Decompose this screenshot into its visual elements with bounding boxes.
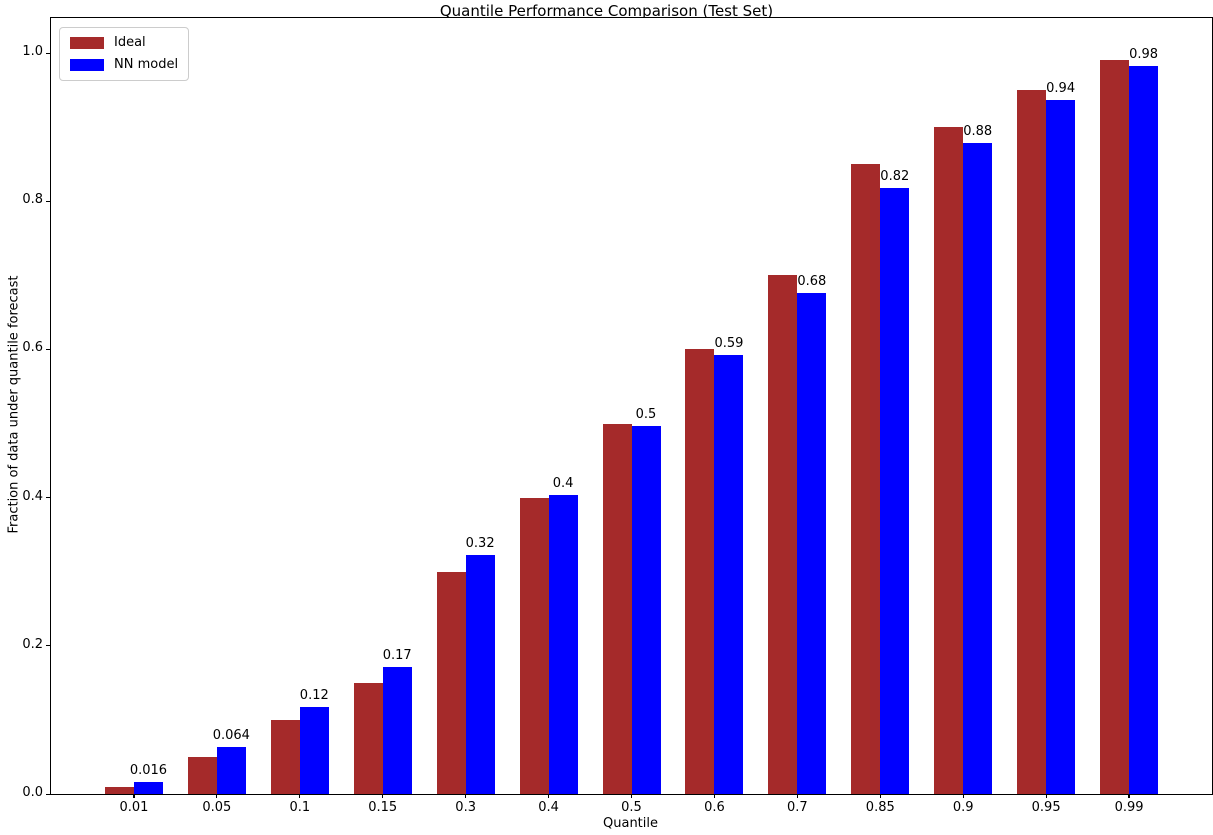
bar-nn-model (299, 706, 329, 794)
x-tick-label: 0.95 (1031, 800, 1061, 815)
bar-ideal (1100, 60, 1130, 794)
legend: Ideal NN model (59, 27, 190, 81)
bar-value-label: 0.68 (797, 274, 827, 290)
bar-value-label: 0.88 (963, 123, 993, 139)
legend-label: Ideal (114, 35, 146, 50)
y-tick-label: 0.8 (22, 192, 43, 208)
x-tick-mark (299, 794, 301, 798)
bar-nn-model (1046, 100, 1076, 794)
y-tick-label: 0.6 (22, 340, 43, 356)
bar-ideal (685, 349, 715, 794)
x-axis-title: Quantile (603, 816, 658, 831)
y-tick-label: 0.0 (22, 785, 43, 800)
bar-nn-model (631, 425, 661, 794)
x-tick-label: 0.7 (787, 800, 808, 815)
x-tick-mark (796, 794, 798, 798)
bar-nn-model (216, 746, 246, 794)
bar-value-label: 0.064 (212, 727, 250, 743)
legend-entry: Ideal (70, 35, 178, 50)
bar-value-label: 0.82 (880, 168, 910, 184)
x-tick-mark (1128, 794, 1130, 798)
plot-area: Ideal NN model 0.0 0.2 0.4 0.6 0.8 1.0 0.01 0.01… (22, 17, 1213, 815)
x-tick-label: 0.99 (1114, 800, 1144, 815)
x-tick-label: 0.15 (368, 800, 398, 815)
legend-entry: NN model (70, 57, 178, 72)
y-tick-mark (46, 348, 50, 351)
x-tick-mark (133, 794, 135, 798)
y-tick-mark (46, 793, 50, 795)
bar-nn-model (1129, 65, 1159, 794)
x-tick-mark (713, 794, 716, 798)
x-tick-label: 0.3 (455, 800, 476, 815)
x-tick-label: 0.1 (289, 800, 311, 815)
bar-ideal (104, 786, 134, 794)
bar-nn-model (382, 666, 412, 794)
x-tick-label: 0.05 (202, 800, 232, 815)
y-tick-label: 1.0 (22, 44, 43, 59)
y-axis-title: Fraction of data under quantile forecast (6, 275, 22, 534)
y-tick-label: 0.4 (22, 488, 43, 504)
x-tick-mark (465, 794, 467, 798)
bar-ideal (187, 756, 217, 794)
bar-value-label: 0.32 (465, 536, 495, 552)
y-tick-mark (46, 645, 50, 647)
bar-nn-model (880, 187, 910, 794)
x-tick-mark (547, 794, 550, 798)
x-tick-label: 0.9 (952, 800, 974, 815)
bar-ideal (1017, 90, 1047, 794)
bar-ideal (934, 127, 964, 794)
legend-swatch-icon (70, 36, 104, 49)
bar-value-label: 0.4 (552, 475, 574, 491)
bar-nn-model (548, 494, 578, 794)
x-tick-mark (630, 794, 633, 798)
bar-value-label: 0.98 (1129, 46, 1159, 62)
bar-nn-model (963, 142, 993, 794)
y-tick-mark (46, 497, 50, 499)
chart-title: Quantile Performance Comparison (Test Se… (439, 2, 774, 20)
bar-value-label: 0.016 (129, 763, 168, 779)
bar-nn-model (133, 782, 163, 794)
y-tick-mark (46, 52, 50, 54)
x-tick-mark (216, 794, 218, 798)
bar-nn-model (465, 555, 495, 794)
x-tick-mark (962, 794, 964, 798)
x-tick-mark (1045, 794, 1047, 798)
bar-ideal (519, 497, 549, 794)
x-tick-label: 0.4 (538, 800, 559, 815)
bar-value-label: 0.59 (714, 336, 744, 352)
x-tick-label: 0.6 (704, 800, 725, 815)
bar-ideal (353, 682, 383, 794)
y-tick-mark (46, 200, 50, 202)
bar-value-label: 0.5 (635, 406, 657, 422)
bar-ideal (270, 719, 300, 794)
bar-ideal (768, 275, 798, 794)
bar-ideal (436, 571, 466, 794)
x-tick-mark (879, 794, 881, 798)
bar-ideal (602, 423, 632, 794)
bar-nn-model (714, 355, 744, 794)
legend-swatch-icon (70, 58, 104, 71)
x-tick-label: 0.85 (865, 800, 895, 815)
bar-value-label: 0.94 (1046, 81, 1076, 97)
x-tick-label: 0.5 (621, 800, 642, 815)
bar-value-label: 0.17 (382, 647, 412, 663)
bar-nn-model (797, 293, 827, 794)
bar-value-label: 0.12 (299, 687, 329, 703)
x-tick-label: 0.01 (119, 800, 149, 815)
bar-ideal (851, 164, 881, 794)
x-tick-mark (382, 794, 384, 798)
legend-label: NN model (114, 57, 179, 72)
y-tick-label: 0.2 (22, 636, 43, 652)
